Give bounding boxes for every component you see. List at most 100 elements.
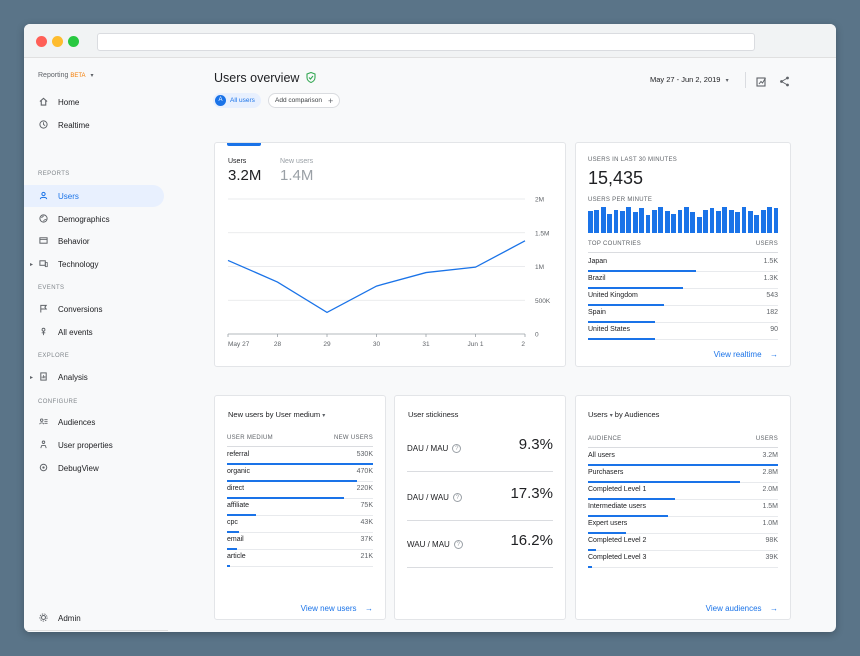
sidebar-item-user-properties[interactable]: User properties <box>24 434 164 456</box>
table-row[interactable]: United States 90 <box>588 323 778 340</box>
row-value: 43K <box>360 519 373 526</box>
table-row[interactable]: Completed Level 3 39K <box>588 551 778 568</box>
expand-arrow-icon: ▸ <box>30 374 34 381</box>
browser-window: Reporting BETA ▾ Home Realtime REPORTS U… <box>24 24 836 632</box>
share-icon[interactable] <box>779 74 790 92</box>
table-row[interactable]: cpc 43K <box>227 516 373 533</box>
table-row[interactable]: Intermediate users 1.5M <box>588 500 778 517</box>
table-row[interactable]: Expert users 1.0M <box>588 517 778 534</box>
metric-new-users-label: New users <box>280 158 314 165</box>
sidebar-item-audiences[interactable]: Audiences <box>24 411 164 433</box>
stickiness-row: DAU / MAU? 9.3% <box>407 424 553 472</box>
section-reports: REPORTS <box>38 171 70 177</box>
page-title: Users overview <box>214 71 316 86</box>
sidebar-item-home[interactable]: Home <box>24 91 164 113</box>
stickiness-row: WAU / MAU? 16.2% <box>407 520 553 568</box>
maximize-dot[interactable] <box>68 36 79 47</box>
sidebar-item-analysis[interactable]: ▸ Analysis <box>24 366 164 388</box>
help-icon[interactable]: ? <box>452 493 462 503</box>
metric-new-users-tab[interactable]: New users 1.4M <box>280 158 313 184</box>
gear-icon <box>38 613 48 623</box>
row-label: All users <box>588 452 615 459</box>
minute-bar <box>658 207 664 233</box>
sidebar-item-debugview[interactable]: DebugView <box>24 457 164 479</box>
row-proportion-bar <box>588 532 626 534</box>
row-value: 21K <box>360 553 373 560</box>
minute-bar <box>600 207 606 233</box>
col-users: USERS <box>755 436 778 442</box>
y-tick-label: 1M <box>535 264 544 271</box>
audiences-title[interactable]: Users ▾ by Audiences <box>588 410 659 419</box>
view-audiences-link[interactable]: View audiences → <box>706 598 778 616</box>
minute-bar <box>639 208 644 233</box>
minute-bar <box>703 209 708 233</box>
section-explore: EXPLORE <box>38 353 70 359</box>
sidebar-item-users[interactable]: Users <box>24 185 164 207</box>
beta-badge: BETA <box>70 73 86 79</box>
url-bar[interactable] <box>97 33 755 51</box>
per-minute-label: USERS PER MINUTE <box>588 197 653 203</box>
table-row[interactable]: Purchasers 2.8M <box>588 466 778 483</box>
table-row[interactable]: Spain 182 <box>588 306 778 323</box>
minute-bar <box>716 210 721 233</box>
date-range-picker[interactable]: May 27 - Jun 2, 2019 ▾ <box>650 75 729 84</box>
row-label: Purchasers <box>588 469 624 476</box>
row-label: Expert users <box>588 520 628 527</box>
row-label: cpc <box>227 519 238 526</box>
view-new-users-link[interactable]: View new users → <box>301 598 373 616</box>
row-proportion-bar <box>227 565 230 567</box>
table-row[interactable]: Japan 1.5K <box>588 255 778 272</box>
metric-users-tab[interactable]: Users 3.2M <box>228 158 261 184</box>
audiences-header: AUDIENCE USERS <box>588 436 778 448</box>
debug-icon <box>38 463 48 473</box>
table-row[interactable]: United Kingdom 543 <box>588 289 778 306</box>
sidebar-item-all-events[interactable]: All events <box>24 321 164 343</box>
section-configure: CONFIGURE <box>38 399 78 405</box>
touch-icon <box>38 327 48 337</box>
table-row[interactable]: affiliate 75K <box>227 499 373 516</box>
sidebar-item-label: Technology <box>58 259 99 269</box>
table-row[interactable]: All users 3.2M <box>588 449 778 466</box>
sidebar-item-demographics[interactable]: Demographics <box>24 208 164 230</box>
help-icon[interactable]: ? <box>453 540 463 550</box>
minute-bar <box>690 212 696 233</box>
customize-report-icon[interactable] <box>756 74 767 92</box>
product-switcher[interactable]: Reporting BETA ▾ <box>38 72 94 79</box>
sidebar-item-behavior[interactable]: Behavior <box>24 230 164 252</box>
table-row[interactable]: Completed Level 2 98K <box>588 534 778 551</box>
sidebar-item-conversions[interactable]: Conversions <box>24 298 164 320</box>
minute-bar <box>607 213 612 233</box>
chip-avatar: A <box>215 95 226 106</box>
audiences-card: Users ▾ by Audiences AUDIENCE USERS All … <box>575 395 791 620</box>
table-row[interactable]: article 21K <box>227 550 373 567</box>
section-events: EVENTS <box>38 285 65 291</box>
close-dot[interactable] <box>36 36 47 47</box>
table-row[interactable]: Completed Level 1 2.0M <box>588 483 778 500</box>
help-icon[interactable]: ? <box>452 444 462 454</box>
table-row[interactable]: organic 470K <box>227 465 373 482</box>
sidebar-item-label: All events <box>58 327 93 337</box>
row-value: 530K <box>356 451 373 458</box>
user-medium-title[interactable]: New users by User medium ▾ <box>228 410 325 419</box>
table-row[interactable]: Brazil 1.3K <box>588 272 778 289</box>
all-users-chip[interactable]: A All users <box>213 93 261 108</box>
sidebar-item-realtime[interactable]: Realtime <box>24 114 164 136</box>
table-row[interactable]: direct 220K <box>227 482 373 499</box>
realtime-label: USERS IN LAST 30 MINUTES <box>588 157 678 163</box>
sidebar-divider <box>24 630 168 631</box>
row-value: 1.0M <box>762 520 778 527</box>
table-row[interactable]: email 37K <box>227 533 373 550</box>
flag-icon <box>38 304 48 314</box>
users-per-minute-bars <box>588 207 780 233</box>
sidebar-item-admin[interactable]: Admin <box>24 607 164 629</box>
row-proportion-bar <box>227 514 257 516</box>
minute-bar <box>626 207 632 233</box>
row-proportion-bar <box>588 338 655 340</box>
table-row[interactable]: referral 530K <box>227 448 373 465</box>
view-realtime-link[interactable]: View realtime → <box>714 344 778 362</box>
sidebar-item-technology[interactable]: ▸ Technology <box>24 253 164 275</box>
metric-new-users-value: 1.4M <box>280 167 314 184</box>
add-comparison-button[interactable]: Add comparison + <box>268 93 341 108</box>
row-value: 470K <box>356 468 373 475</box>
minimize-dot[interactable] <box>52 36 63 47</box>
